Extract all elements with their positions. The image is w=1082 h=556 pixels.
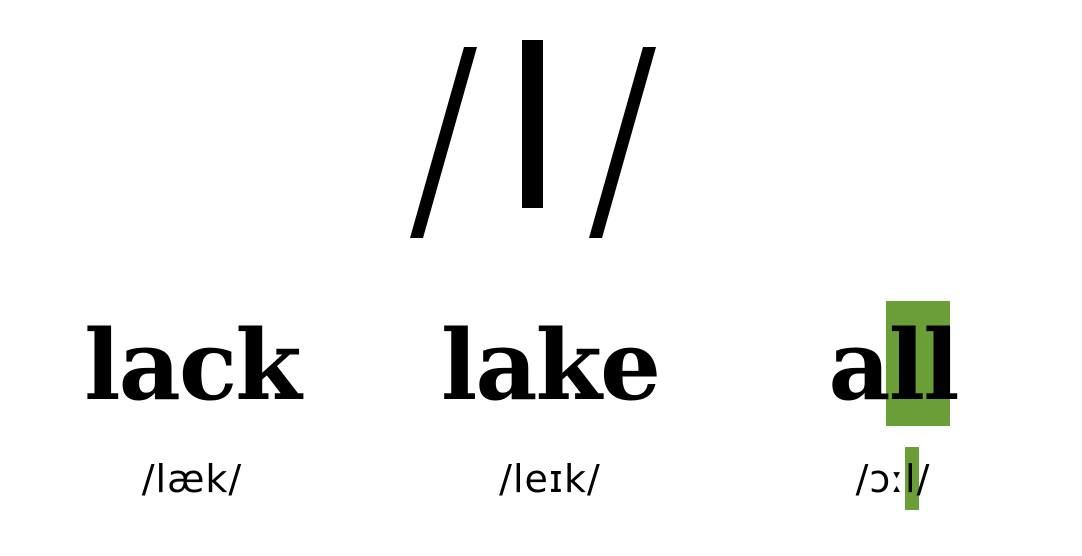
example-word: lack [84, 309, 302, 422]
example-all: all /ɔːl/ [743, 300, 1043, 530]
example-word: all [828, 309, 959, 422]
letters-highlight [886, 301, 950, 426]
example-ipa: /læk/ [141, 457, 243, 501]
letter-l-bar [522, 40, 543, 208]
example-lack: lack /læk/ [42, 300, 342, 530]
phoneme-symbol-graphic: /l/ [410, 40, 656, 238]
example-lake: lake /leɪk/ [400, 300, 700, 530]
example-ipa: /ɔːl/ [855, 457, 931, 501]
example-ipa: /leɪk/ [499, 457, 601, 501]
example-word: lake [440, 309, 661, 422]
phoneme-highlight [905, 447, 919, 510]
right-slash [589, 47, 656, 238]
left-slash [410, 47, 477, 238]
